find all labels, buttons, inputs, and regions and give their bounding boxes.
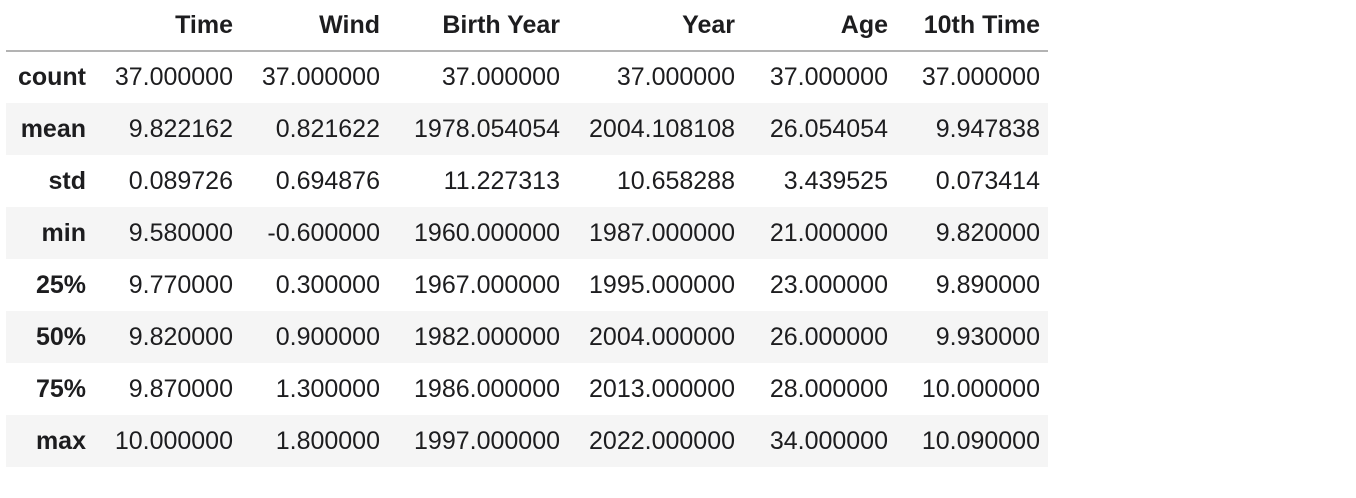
index-column-header — [6, 0, 94, 52]
table-cell: 10.000000 — [921, 374, 1040, 403]
column-header: Birth Year — [388, 0, 568, 52]
table-cell: 1987.000000 — [589, 218, 735, 247]
table-cell: 1978.054054 — [414, 114, 560, 143]
table-cell: 2004.000000 — [589, 322, 735, 351]
table-cell: 2013.000000 — [589, 374, 735, 403]
column-header: Wind — [241, 0, 388, 52]
table-cell: 26.000000 — [769, 322, 888, 351]
table-cell: 9.890000 — [935, 270, 1040, 299]
table-cell: 2022.000000 — [589, 426, 735, 455]
row-label: min — [41, 218, 86, 247]
row-label: max — [35, 426, 86, 455]
row-label: 25% — [35, 270, 86, 299]
table-cell: 28.000000 — [769, 374, 888, 403]
row-label: 75% — [35, 374, 86, 403]
table-cell: 0.073414 — [935, 166, 1040, 195]
table-cell: 10.658288 — [616, 166, 735, 195]
table-cell: 1982.000000 — [414, 322, 560, 351]
table-cell: 1960.000000 — [414, 218, 560, 247]
table-cell: -0.600000 — [267, 218, 380, 247]
table-cell: 37.000000 — [921, 63, 1040, 91]
table-cell: 0.821622 — [275, 114, 380, 143]
table-cell: 9.820000 — [935, 218, 1040, 247]
table-row: 25% 9.770000 0.300000 1967.000000 1995.00000… — [6, 259, 1048, 311]
row-label: 50% — [35, 322, 86, 351]
column-header: Time — [94, 0, 241, 52]
table-row: min 9.580000 -0.600000 1960.000000 1987.0000… — [6, 207, 1048, 259]
table-cell: 0.694876 — [275, 166, 380, 195]
table-cell: 9.822162 — [128, 114, 233, 143]
column-header: 10th Time — [896, 0, 1048, 52]
table-cell: 34.000000 — [769, 426, 888, 455]
table-row: mean 9.822162 0.821622 1978.054054 2004.1081… — [6, 103, 1048, 155]
table-cell: 3.439525 — [783, 166, 888, 195]
table-cell: 0.089726 — [128, 166, 233, 195]
table-cell: 9.930000 — [935, 322, 1040, 351]
column-header: Year — [568, 0, 743, 52]
column-header: Age — [743, 0, 896, 52]
table-cell: 21.000000 — [769, 218, 888, 247]
table-cell: 10.000000 — [114, 426, 233, 455]
table-cell: 37.000000 — [114, 63, 233, 91]
table-cell: 23.000000 — [769, 270, 888, 299]
table-cell: 1995.000000 — [589, 270, 735, 299]
table-cell: 9.870000 — [128, 374, 233, 403]
table-cell: 37.000000 — [616, 63, 735, 91]
table-header: Time Wind Birth Year Year Age 10th Time — [6, 0, 1048, 52]
table-cell: 11.227313 — [443, 166, 560, 195]
table-cell: 1986.000000 — [414, 374, 560, 403]
table-row: 50% 9.820000 0.900000 1982.000000 2004.00000… — [6, 311, 1048, 363]
table-cell: 9.820000 — [128, 322, 233, 351]
table-cell: 1997.000000 — [414, 426, 560, 455]
table-cell: 0.900000 — [275, 322, 380, 351]
row-label: count — [17, 63, 86, 91]
table-cell: 1.800000 — [275, 426, 380, 455]
table-cell: 2004.108108 — [589, 114, 735, 143]
table-body: count 37.000000 37.000000 37.000000 37.00000… — [6, 51, 1048, 467]
table-row: max 10.000000 1.800000 1997.000000 2022.0000… — [6, 415, 1048, 467]
table-cell: 26.054054 — [769, 114, 888, 143]
row-label: mean — [20, 114, 86, 143]
table-row: 75% 9.870000 1.300000 1986.000000 2013.00000… — [6, 363, 1048, 415]
table-row: count 37.000000 37.000000 37.000000 37.00000… — [6, 51, 1048, 103]
row-label: std — [48, 166, 87, 195]
table-cell: 37.000000 — [261, 63, 380, 91]
table-cell: 9.580000 — [128, 218, 233, 247]
header-row: Time Wind Birth Year Year Age 10th Time — [6, 0, 1048, 52]
table-cell: 0.300000 — [275, 270, 380, 299]
table-cell: 37.000000 — [769, 63, 888, 91]
table-cell: 37.000000 — [441, 63, 560, 91]
table-cell: 9.947838 — [935, 114, 1040, 143]
table-cell: 1.300000 — [275, 374, 380, 403]
table-row: std 0.089726 0.694876 11.227313 10.658288 3.4… — [6, 155, 1048, 207]
describe-table: Time Wind Birth Year Year Age 10th Time count… — [6, 0, 1048, 467]
table-cell: 9.770000 — [128, 270, 233, 299]
table-cell: 10.090000 — [921, 426, 1040, 455]
table-cell: 1967.000000 — [414, 270, 560, 299]
